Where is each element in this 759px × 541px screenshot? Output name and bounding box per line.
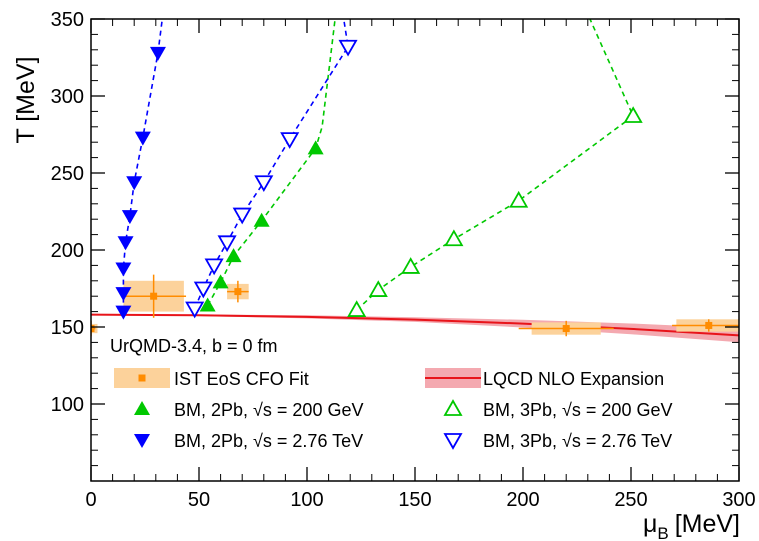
bm-3pb-200gev-point <box>347 300 367 317</box>
x-tick-label: 200 <box>506 489 539 511</box>
x-axis-label: μB [MeV] <box>643 510 740 541</box>
x-tick-label: 100 <box>290 489 323 511</box>
ist-point <box>227 280 249 303</box>
bm-3pb-276tev-point <box>232 207 252 225</box>
bm-3pb-200gev-point <box>368 280 388 297</box>
ist-marker <box>705 321 713 329</box>
axes: 0 50 100 150 200 250 300 100 150 200 250 300 350 <box>51 9 756 511</box>
legend-marker <box>443 433 463 450</box>
bm-3pb-276tev-point <box>254 175 274 193</box>
ist-marker <box>562 325 570 333</box>
y-tick-label: 200 <box>51 240 84 262</box>
legend: IST EoS CFO Fit LQCD NLO Expansion BM, 2Pb… <box>114 368 672 451</box>
y-tick-label: 150 <box>51 317 84 339</box>
plot-area <box>91 19 739 343</box>
x-axis-label-sub: B <box>657 524 668 541</box>
bm-3pb-200gev-point <box>401 257 421 274</box>
bm-2pb-276tev-point <box>149 46 166 61</box>
legend-label: IST EoS CFO Fit <box>174 369 309 389</box>
bm-3pb-276tev-point <box>217 235 237 253</box>
y-axis-label: T [MeV] <box>12 56 40 143</box>
y-tick-label: 250 <box>51 163 84 185</box>
bm-2pb-200gev-point <box>307 140 324 155</box>
bm-2pb-200gev-point <box>199 297 216 312</box>
legend-label: BM, 2Pb, √s = 200 GeV <box>174 400 363 420</box>
ist-marker <box>234 288 242 296</box>
bm-3pb-276tev-line <box>193 19 349 309</box>
y-tick-label: 300 <box>51 86 84 108</box>
annotation-text: UrQMD-3.4, b = 0 fm <box>110 336 278 356</box>
legend-item: BM, 2Pb, √s = 2.76 TeV <box>134 431 363 451</box>
legend-item: BM, 3Pb, √s = 2.76 TeV <box>443 431 672 451</box>
legend-label: BM, 2Pb, √s = 2.76 TeV <box>174 431 363 451</box>
ist-point <box>121 274 187 318</box>
bm-3pb-276tev-point <box>338 39 358 57</box>
x-axis-label-main: μ <box>643 510 657 538</box>
bm-3pb-276tev-point <box>204 258 224 276</box>
lqcd-line <box>91 313 739 337</box>
legend-ist-marker <box>138 374 146 382</box>
bm-3pb-200gev-point <box>509 190 529 208</box>
ist-point <box>672 319 739 332</box>
legend-item: BM, 2Pb, √s = 200 GeV <box>134 400 363 420</box>
bm-2pb-276tev-point <box>115 262 132 277</box>
ist-point <box>518 320 614 337</box>
ist-point <box>91 320 98 337</box>
bm-2pb-200gev-point <box>253 212 270 227</box>
legend-marker <box>443 399 463 416</box>
bm-3pb-200gev-line <box>356 19 635 311</box>
bm-3pb-200gev-point <box>444 229 464 247</box>
x-tick-label: 250 <box>614 489 647 511</box>
bm-2pb-276tev-point <box>117 236 134 251</box>
y-tick-label: 350 <box>51 9 84 31</box>
bm-2pb-276tev-point <box>115 287 132 302</box>
y-tick-label: 100 <box>51 394 84 416</box>
x-tick-label: 150 <box>398 489 431 511</box>
legend-item: IST EoS CFO Fit <box>114 368 309 389</box>
x-tick-label: 300 <box>722 489 755 511</box>
legend-marker <box>134 434 150 448</box>
x-tick-label: 50 <box>188 489 210 511</box>
legend-item: LQCD NLO Expansion <box>425 368 664 389</box>
x-axis-label-unit: [MeV] <box>675 510 740 538</box>
legend-item: BM, 3Pb, √s = 200 GeV <box>443 399 672 420</box>
bm-3pb-200gev-point <box>623 106 643 123</box>
bm-2pb-200gev-point <box>212 274 229 289</box>
legend-label: LQCD NLO Expansion <box>483 369 664 389</box>
bm-2pb-276tev-point <box>121 210 138 225</box>
bm-2pb-276tev-point <box>134 131 151 146</box>
ist-marker <box>150 292 158 300</box>
x-tick-label: 0 <box>85 489 96 511</box>
bm-3pb-276tev-point <box>280 132 300 149</box>
legend-label: BM, 3Pb, √s = 2.76 TeV <box>483 431 672 451</box>
legend-marker <box>134 401 150 415</box>
bm-2pb-276tev-line <box>122 19 164 312</box>
bm-2pb-276tev-point <box>126 176 143 191</box>
ist-marker <box>91 325 95 333</box>
bm-3pb-276tev-point <box>193 281 213 299</box>
legend-label: BM, 3Pb, √s = 200 GeV <box>483 400 672 420</box>
bm-2pb-200gev-point <box>225 248 242 263</box>
bm-2pb-200gev-line <box>206 19 336 306</box>
bm-2pb-276tev-point <box>115 305 132 320</box>
bm-3pb-276tev-point <box>185 301 205 319</box>
